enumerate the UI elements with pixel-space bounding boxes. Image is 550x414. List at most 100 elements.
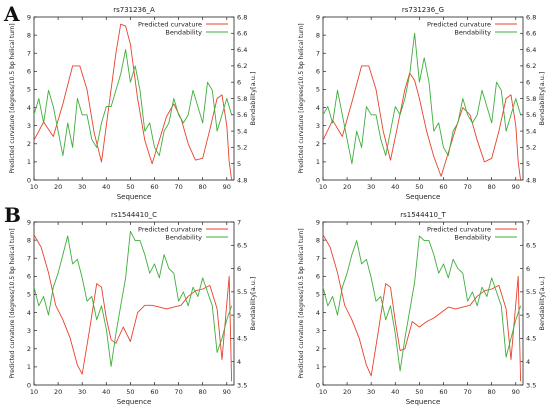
y-tick-label: 7: [316, 255, 320, 263]
y-tick-label: 1: [27, 363, 31, 371]
x-axis-label: Sequence: [406, 398, 441, 406]
y-tick-label: 3: [316, 122, 320, 130]
x-tick-label: 10: [30, 183, 38, 191]
y2-tick-label: 6.8: [526, 13, 536, 21]
y-tick-label: 3: [27, 122, 31, 130]
x-tick-label: 60: [439, 183, 447, 191]
x-tick-label: 40: [102, 388, 110, 396]
y2-tick-label: 5: [526, 160, 530, 168]
legend-label: Predicted curvature: [138, 225, 202, 233]
chart-title: rs1544410_C: [111, 211, 157, 219]
y-tick-label: 8: [316, 236, 320, 244]
x-tick-label: 50: [415, 388, 423, 396]
bendability-line: [322, 235, 522, 372]
x-tick-label: 80: [488, 183, 496, 191]
chart-title: rs731236_A: [113, 6, 155, 14]
y-tick-label: 0: [316, 381, 320, 389]
y2-tick-label: 5.5: [526, 288, 536, 296]
y2-tick-label: 6.5: [237, 242, 247, 250]
y-tick-label: 3: [316, 327, 320, 335]
x-tick-label: 90: [512, 183, 520, 191]
y2-tick-label: 6.4: [526, 46, 536, 54]
y2-axis-label: Bendability[a.u.]: [249, 277, 257, 331]
curvature-line: [322, 65, 522, 181]
y-tick-label: 2: [316, 345, 320, 353]
y-tick-label: 6: [27, 273, 31, 281]
y-tick-label: 9: [27, 218, 31, 226]
y2-axis-label: Bendability[a.u.]: [538, 277, 546, 331]
x-tick-label: 40: [391, 388, 399, 396]
y2-tick-label: 5.2: [237, 144, 247, 152]
y2-tick-label: 6.4: [237, 46, 247, 54]
y-tick-label: 8: [27, 31, 31, 39]
x-tick-label: 30: [78, 388, 86, 396]
y-axis-label: Predicted curvature [degrees/10.5 bp hel…: [298, 228, 305, 378]
x-tick-label: 50: [415, 183, 423, 191]
panel-letter-a: A: [4, 2, 20, 26]
y2-tick-label: 4.8: [526, 176, 536, 184]
x-axis-label: Sequence: [406, 193, 441, 201]
y2-tick-label: 3.5: [526, 381, 536, 389]
y2-axis-label: Bendability[a.u.]: [249, 72, 257, 126]
y-tick-label: 8: [27, 236, 31, 244]
y2-tick-label: 6.2: [237, 62, 247, 70]
y2-tick-label: 5.8: [237, 95, 247, 103]
x-tick-label: 60: [150, 183, 158, 191]
y-tick-label: 5: [316, 86, 320, 94]
y-tick-label: 6: [316, 273, 320, 281]
chart-panel: 10 20 30 40 50 60 70 80 90 0 1 2 3 4 5 6 7 8 9 4.8 5 5.2 5.4 5.…: [9, 6, 257, 201]
x-tick-label: 10: [319, 183, 327, 191]
legend-label: Bendability: [165, 233, 202, 241]
curvature-line: [322, 234, 522, 382]
y-tick-label: 8: [316, 31, 320, 39]
y-tick-label: 5: [316, 291, 320, 299]
y-tick-label: 3: [27, 327, 31, 335]
y-tick-label: 2: [316, 140, 320, 148]
y2-tick-label: 6: [526, 79, 530, 87]
y2-axis-label: Bendability[a.u.]: [538, 72, 546, 126]
x-tick-label: 80: [488, 388, 496, 396]
y2-tick-label: 5.6: [526, 111, 536, 119]
y-tick-label: 4: [27, 104, 31, 112]
y-axis-label: Predicted curvature [degrees/10.5 bp hel…: [9, 23, 16, 173]
y2-tick-label: 6: [237, 265, 241, 273]
legend-label: Predicted curvature: [427, 225, 491, 233]
x-tick-label: 30: [78, 183, 86, 191]
curvature-line: [33, 23, 233, 181]
x-tick-label: 40: [391, 183, 399, 191]
x-tick-label: 50: [126, 388, 134, 396]
y-tick-label: 5: [27, 86, 31, 94]
x-tick-label: 60: [439, 388, 447, 396]
legend-label: Bendability: [454, 233, 491, 241]
y-tick-label: 9: [316, 13, 320, 21]
x-tick-label: 10: [30, 388, 38, 396]
x-tick-label: 30: [367, 388, 375, 396]
y2-tick-label: 6.6: [526, 30, 536, 38]
y2-tick-label: 4.5: [526, 335, 536, 343]
y-tick-label: 5: [27, 291, 31, 299]
x-tick-label: 80: [199, 183, 207, 191]
y-tick-label: 4: [27, 309, 31, 317]
x-axis-label: Sequence: [117, 193, 152, 201]
y2-tick-label: 4.5: [237, 335, 247, 343]
plot-frame: [33, 221, 235, 386]
y-tick-label: 6: [27, 68, 31, 76]
legend-label: Predicted curvature: [427, 20, 491, 28]
x-axis-label: Sequence: [117, 398, 152, 406]
y-tick-label: 1: [316, 363, 320, 371]
x-tick-label: 20: [343, 183, 351, 191]
y-tick-label: 9: [27, 13, 31, 21]
y-tick-label: 9: [316, 218, 320, 226]
bendability-line: [322, 32, 522, 165]
y2-tick-label: 5.4: [237, 127, 247, 135]
y-tick-label: 0: [27, 176, 31, 184]
y-tick-label: 1: [316, 158, 320, 166]
plot-frame: [322, 221, 524, 386]
chart-panel: 10 20 30 40 50 60 70 80 90 0 1 2 3 4 5 6 7 8 9 3.5 4 4.5 5 5.5 6…: [298, 211, 546, 406]
y2-tick-label: 6.8: [237, 13, 247, 21]
